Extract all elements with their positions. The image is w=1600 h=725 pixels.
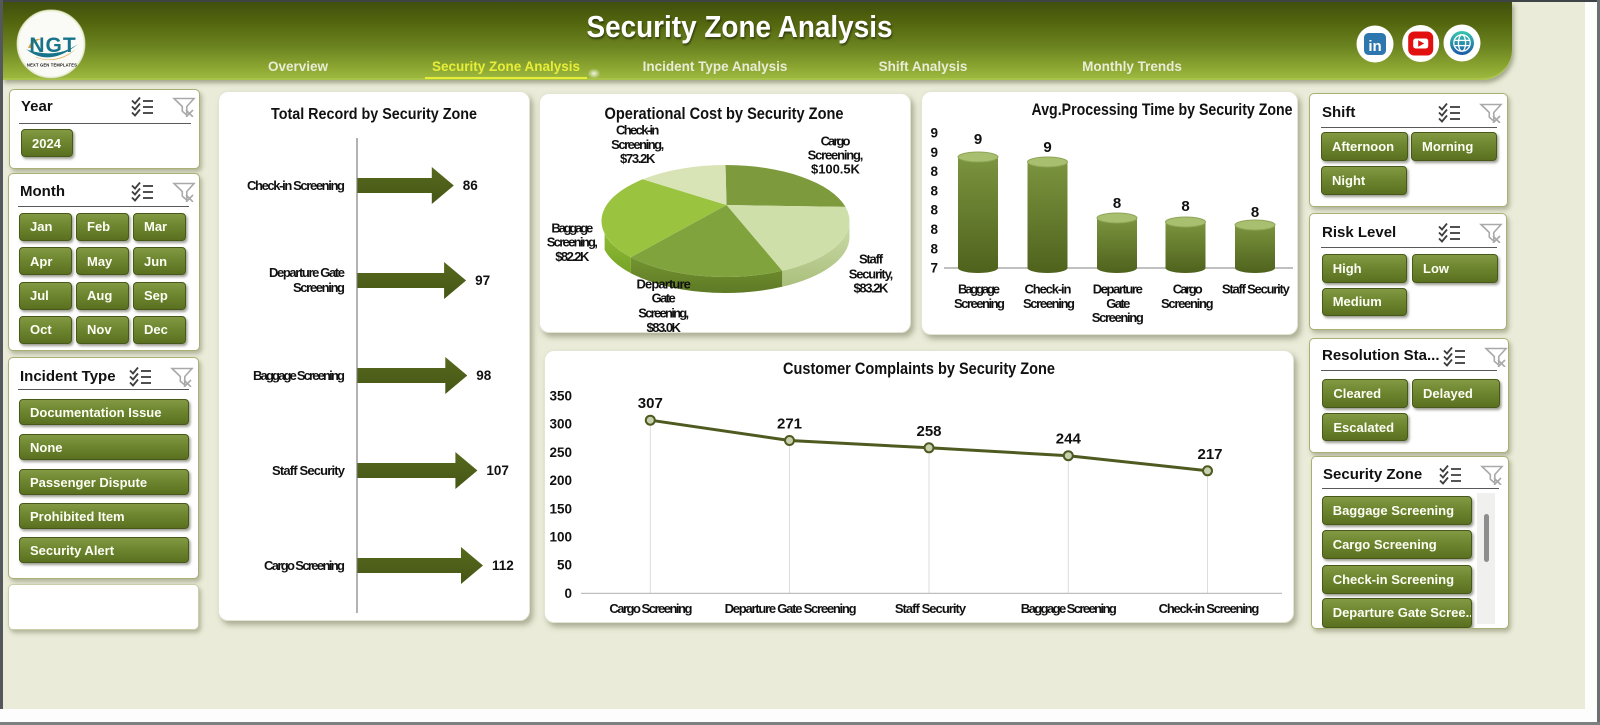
svg-text:Gate: Gate [1106, 296, 1130, 311]
svg-text:NEXT GEN TEMPLATES: NEXT GEN TEMPLATES [27, 63, 77, 68]
svg-text:8: 8 [1113, 195, 1121, 212]
svg-text:9: 9 [974, 131, 982, 148]
svg-text:$100.5K: $100.5K [811, 161, 861, 176]
svg-text:$83.0K: $83.0K [646, 320, 681, 332]
svg-text:8: 8 [930, 241, 938, 256]
svg-text:Baggage: Baggage [958, 282, 1000, 297]
svg-text:Staff Security: Staff Security [895, 601, 967, 616]
svg-text:Screening: Screening [1023, 296, 1075, 311]
svg-text:107: 107 [486, 463, 509, 478]
svg-text:244: 244 [1056, 431, 1082, 448]
svg-text:9: 9 [930, 126, 938, 141]
svg-text:Screening,: Screening, [547, 235, 598, 250]
svg-text:$82.2K: $82.2K [555, 249, 590, 264]
svg-text:$73.2K: $73.2K [620, 151, 656, 166]
svg-text:Screening: Screening [1161, 296, 1214, 311]
svg-text:Screening: Screening [293, 280, 345, 295]
svg-text:Cargo Screening: Cargo Screening [609, 601, 692, 616]
svg-text:7: 7 [930, 261, 938, 276]
svg-text:97: 97 [475, 273, 490, 288]
svg-text:217: 217 [1197, 446, 1222, 463]
svg-text:Operational Cost by Security: Operational Cost by Security Zone [605, 105, 844, 123]
svg-text:9: 9 [1043, 139, 1051, 156]
svg-text:Cargo Screening: Cargo Screening [264, 558, 345, 573]
svg-text:Cargo: Cargo [1173, 282, 1203, 297]
svg-text:Screening,: Screening, [611, 137, 664, 152]
svg-text:8: 8 [930, 164, 938, 179]
svg-text:Check-in Screening: Check-in Screening [247, 178, 345, 193]
svg-text:8: 8 [930, 203, 938, 218]
svg-text:Check-in: Check-in [616, 123, 659, 138]
svg-text:Staff Security: Staff Security [272, 463, 346, 478]
svg-text:112: 112 [492, 558, 514, 573]
svg-text:8: 8 [1181, 198, 1189, 215]
svg-text:271: 271 [777, 416, 802, 433]
svg-text:Avg.Processing Time by Securit: Avg.Processing Time by Security Zone [1032, 101, 1293, 119]
svg-text:Total Record by Security Zone: Total Record by Security Zone [271, 106, 477, 123]
svg-text:Staff: Staff [859, 251, 884, 266]
svg-text:Check-in Screening: Check-in Screening [1159, 601, 1260, 616]
svg-text:8: 8 [930, 222, 938, 237]
svg-text:8: 8 [1251, 204, 1259, 221]
svg-text:9: 9 [930, 145, 938, 160]
svg-text:Check-in: Check-in [1025, 282, 1072, 297]
svg-text:$83.2K: $83.2K [854, 280, 890, 295]
svg-text:50: 50 [557, 558, 572, 573]
svg-text:100: 100 [549, 530, 572, 545]
svg-text:Customer Complaints by Securi: Customer Complaints by Security Zone [783, 359, 1055, 378]
svg-text:86: 86 [463, 178, 479, 193]
svg-text:200: 200 [549, 473, 572, 488]
svg-text:Departure Gate Screening: Departure Gate Screening [725, 601, 857, 616]
svg-text:Screening,: Screening, [808, 148, 864, 163]
svg-text:Baggage Screening: Baggage Screening [1021, 601, 1117, 616]
svg-text:250: 250 [549, 445, 572, 460]
svg-text:0: 0 [564, 586, 572, 601]
svg-text:Gate: Gate [652, 291, 676, 306]
svg-text:Baggage Screening: Baggage Screening [253, 368, 345, 383]
svg-text:Staff Security: Staff Security [1222, 282, 1291, 297]
svg-text:Departure Gate: Departure Gate [269, 265, 345, 280]
svg-text:Security,: Security, [849, 267, 894, 282]
svg-text:350: 350 [549, 389, 572, 404]
svg-text:98: 98 [476, 368, 492, 383]
svg-text:Screening,: Screening, [638, 305, 689, 320]
svg-text:Screening: Screening [1092, 310, 1144, 325]
svg-text:150: 150 [549, 501, 572, 516]
svg-text:Cargo: Cargo [821, 134, 851, 149]
svg-text:Departure: Departure [1093, 282, 1143, 297]
svg-text:8: 8 [930, 183, 938, 198]
svg-text:Departure: Departure [637, 276, 691, 291]
svg-text:307: 307 [638, 395, 663, 412]
svg-text:Baggage: Baggage [551, 220, 593, 235]
svg-text:300: 300 [549, 417, 572, 432]
svg-text:258: 258 [916, 423, 941, 440]
svg-text:Screening: Screening [954, 296, 1005, 311]
svg-text:in: in [1368, 38, 1381, 55]
